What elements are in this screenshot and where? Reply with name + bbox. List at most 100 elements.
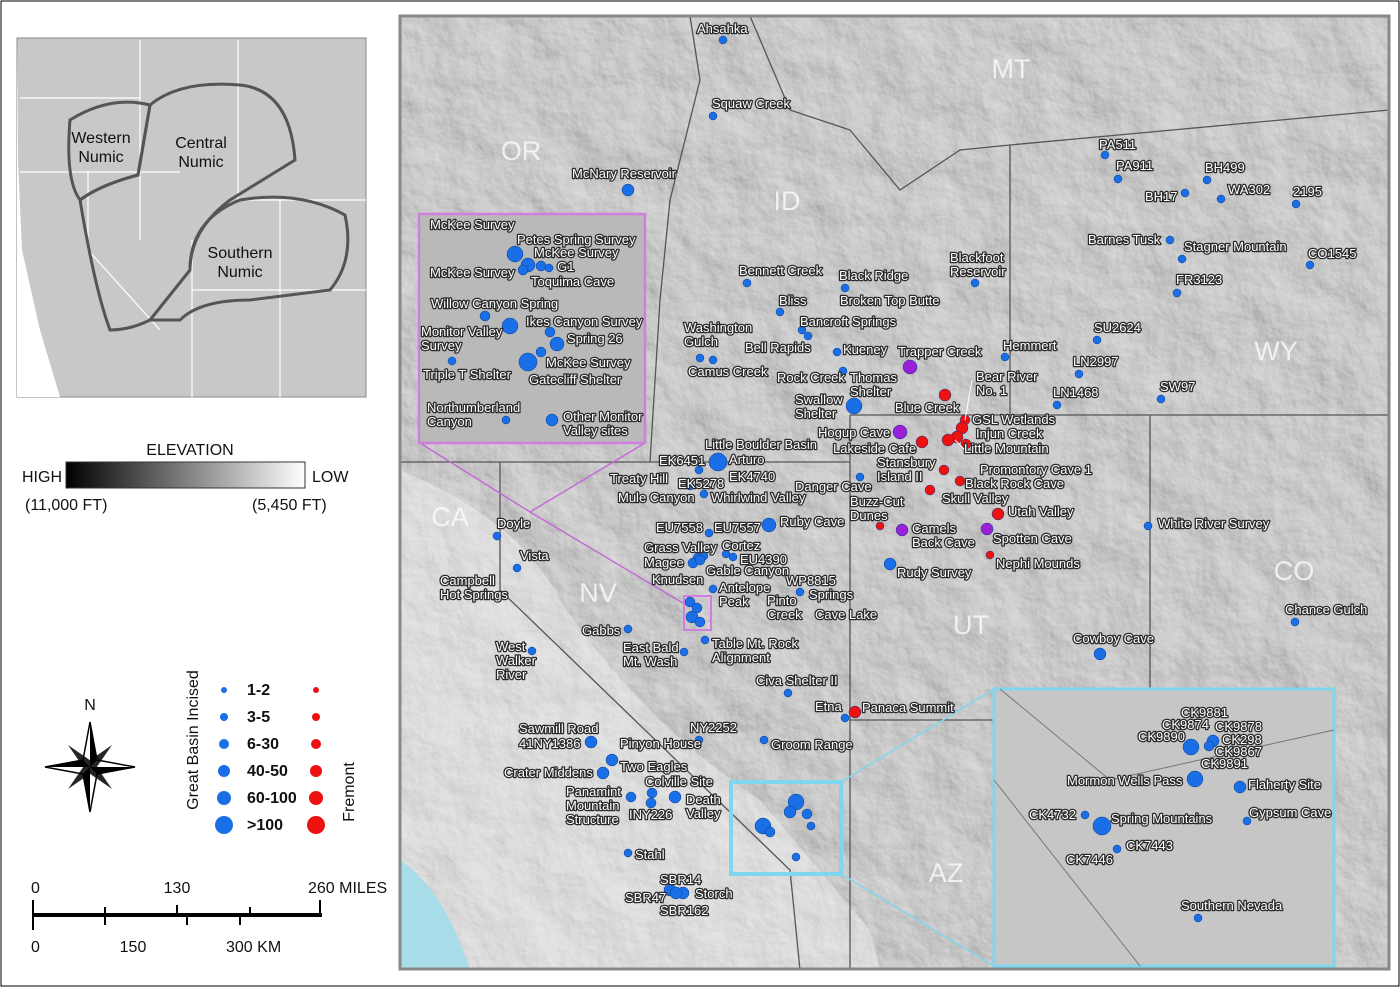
site-label: INY226 xyxy=(629,807,672,822)
site-label-line: Island II xyxy=(877,469,923,484)
site-label: Injun Creek xyxy=(976,426,1043,441)
site-label: Gable Canyon xyxy=(706,563,789,578)
inset-leader xyxy=(419,442,531,513)
southern-nevada-inset xyxy=(992,687,1336,968)
site-marker xyxy=(892,424,908,440)
site-label: McNary Reservoir xyxy=(572,166,677,181)
site-label-line: McNary Reservoir xyxy=(572,166,677,181)
site-label: Death Valley xyxy=(686,792,721,821)
legend-class: 40-50 xyxy=(247,763,288,780)
site-marker xyxy=(506,245,524,263)
site-marker xyxy=(479,310,491,322)
site-label: Little Boulder Basin xyxy=(705,437,817,452)
inset-label-line: CK9874 xyxy=(1162,717,1209,732)
nevada-inset xyxy=(417,212,647,445)
state-label: CO xyxy=(1274,556,1315,586)
site-label-line: Mt. Wash xyxy=(623,654,677,669)
site-label: Whirlwind Valley xyxy=(711,490,806,505)
inset-label-line: Northumberland xyxy=(427,400,520,415)
site-label-line: PA911 xyxy=(1116,158,1153,173)
inset-label: CK7443 xyxy=(1126,838,1173,853)
site-label-line: Arturo xyxy=(729,452,764,467)
site-label: Table Mt. Rock Alignment xyxy=(712,636,798,665)
site-label: Civa Shelter II xyxy=(756,673,838,688)
legend-class: 6-30 xyxy=(247,736,279,753)
site-label: SBR47 xyxy=(625,890,666,905)
site-label-line: White River Survey xyxy=(1158,516,1270,531)
site-label-line: Sawmill Road xyxy=(519,721,598,736)
site-label-line: Barnes Tusk xyxy=(1088,232,1161,247)
inset-label: McKee Survey xyxy=(546,355,631,370)
site-label: Barnes Tusk xyxy=(1088,232,1161,247)
site-label-line: West xyxy=(496,639,526,654)
legend-symbol xyxy=(217,791,231,805)
inset-label-line: Gypsum Cave xyxy=(1249,805,1331,820)
site-marker xyxy=(1093,647,1107,661)
inset-label: Ikes Canyon Survey xyxy=(526,314,643,329)
site-label: Ahsahka xyxy=(697,21,748,36)
site-label-line: Groom Range xyxy=(771,737,853,752)
site-marker xyxy=(980,522,994,536)
site-marker xyxy=(1092,335,1102,345)
site-marker xyxy=(545,413,559,427)
site-label: Stahl xyxy=(635,847,665,862)
inset-label-line: Petes Spring Survey xyxy=(517,232,636,247)
site-label-line: Gulch xyxy=(684,334,718,349)
site-marker xyxy=(761,517,777,533)
site-marker xyxy=(700,635,710,645)
site-label: SBR14 xyxy=(660,872,701,887)
site-marker xyxy=(902,359,918,375)
site-label-line: Back Cave xyxy=(912,535,975,550)
site-label: Stansbury Island II xyxy=(877,455,936,484)
site-marker xyxy=(941,433,955,447)
site-marker xyxy=(695,353,705,363)
inset-label-line: CK9878 xyxy=(1215,719,1262,734)
site-marker xyxy=(775,307,785,317)
site-marker xyxy=(970,278,980,288)
site-label: LN2997 xyxy=(1073,354,1119,369)
site-label-line: Peak xyxy=(719,594,749,609)
inset-label: CK9874 xyxy=(1162,717,1209,732)
site-label: Ruby Cave xyxy=(780,514,844,529)
legend-symbol xyxy=(218,765,230,777)
site-label: 41NY1386 xyxy=(519,736,580,751)
legend-symbol xyxy=(312,713,320,721)
inset-label-line: Spring 26 xyxy=(567,331,623,346)
site-label-line: Utah Valley xyxy=(1008,504,1074,519)
inset-label-line: McKee Survey xyxy=(546,355,631,370)
state-label: AZ xyxy=(929,858,964,888)
inset-label-line: Other Monitor xyxy=(563,409,643,424)
site-label: Chance Gulch xyxy=(1285,602,1367,617)
site-label: Broken Top Butte xyxy=(840,293,940,308)
site-label-line: LN2997 xyxy=(1073,354,1119,369)
site-marker xyxy=(544,326,556,338)
site-label: EK6451 xyxy=(659,453,705,468)
site-label-line: PA511 xyxy=(1099,137,1136,152)
inset-label: McKee Survey xyxy=(430,265,515,280)
site-label: Promontory Cave 1 xyxy=(980,462,1092,477)
site-label: BH499 xyxy=(1205,160,1245,175)
inset-label: Spring Mountains xyxy=(1111,811,1213,826)
site-marker xyxy=(684,596,696,608)
site-label-line: Hot Springs xyxy=(440,587,508,602)
site-label-line: Stagner Mountain xyxy=(1184,239,1287,254)
site-label-line: 2195 xyxy=(1293,184,1322,199)
site-label-line: Storch xyxy=(695,886,733,901)
site-marker xyxy=(527,646,537,656)
site-marker xyxy=(1242,816,1252,826)
inset-label: Spring 26 xyxy=(567,331,623,346)
inset-label-line: Valley sites xyxy=(563,423,628,438)
site-label-line: Trapper Creek xyxy=(898,344,982,359)
site-marker xyxy=(845,397,863,415)
site-label: West Walker River xyxy=(496,639,537,682)
site-label-line: Blue Creek xyxy=(895,400,960,415)
site-label: Sawmill Road xyxy=(519,721,598,736)
site-marker xyxy=(708,452,728,472)
site-label-line: Walker xyxy=(496,653,537,668)
site-label-line: Little Mountain xyxy=(964,441,1049,456)
inset-locator xyxy=(683,595,712,631)
site-marker xyxy=(621,183,635,197)
inset-label: CK298 xyxy=(1222,732,1262,747)
site-label: BH17 xyxy=(1145,189,1178,204)
site-label-line: EK6451 xyxy=(659,453,705,468)
